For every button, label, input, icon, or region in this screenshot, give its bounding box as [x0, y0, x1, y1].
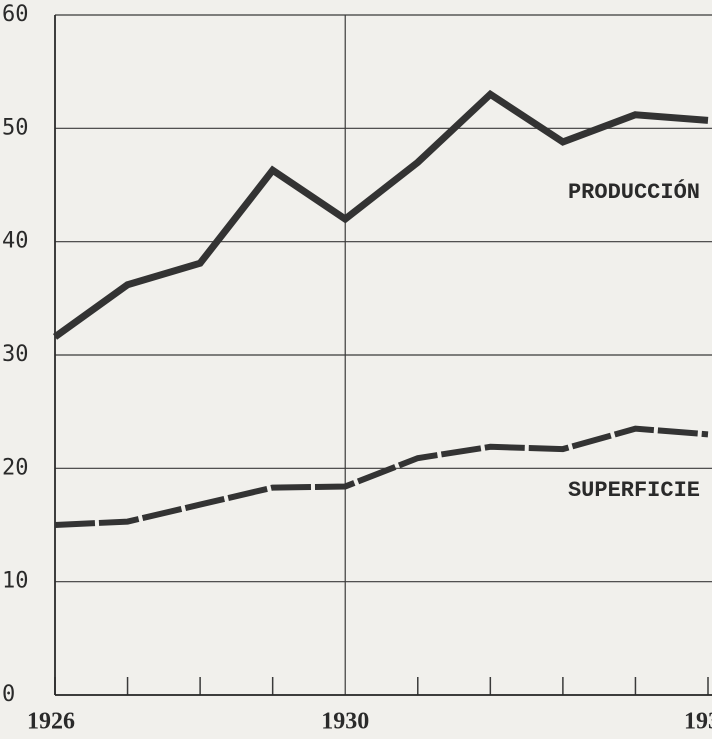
series-label: PRODUCCIÓN	[568, 179, 700, 205]
x-tick-label: 1930	[321, 709, 369, 735]
x-tick-label: 1935	[684, 709, 712, 735]
y-tick-label: 10	[2, 569, 29, 594]
series-label: SUPERFICIE	[568, 478, 700, 503]
x-tick-label: 1926	[27, 709, 75, 735]
data-line	[54, 425, 709, 528]
data-line	[52, 89, 709, 340]
y-tick-label: 40	[2, 229, 29, 254]
y-tick-label: 30	[2, 342, 29, 367]
y-tick-label: 20	[2, 455, 29, 480]
y-tick-label: 50	[2, 115, 29, 140]
y-tick-label: 60	[2, 2, 29, 27]
y-tick-label: 0	[2, 682, 15, 707]
